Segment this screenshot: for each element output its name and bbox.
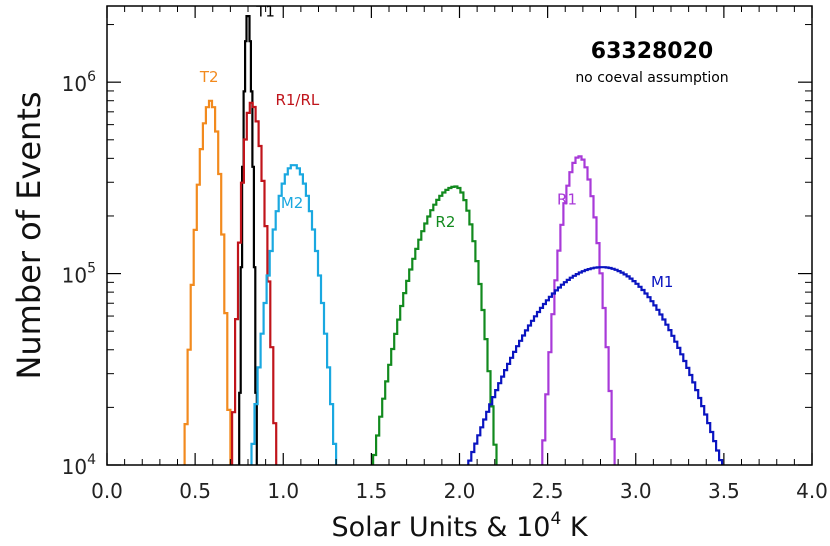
series-r1-curve	[541, 155, 616, 465]
x-tick-label: 0.0	[91, 479, 123, 503]
x-tick-label: 3.0	[620, 479, 652, 503]
figure-note-annotation: no coeval assumption	[575, 70, 728, 86]
x-tick-label: 4.0	[796, 479, 828, 503]
series-t2-curve	[183, 99, 232, 465]
series-label: T1	[255, 3, 275, 21]
ticks-layer: 0.0 0.5 1.0 1.5 2.0 2.5 3.0 3.5 4.0 104 105 106	[62, 6, 828, 503]
series-m2-curve	[250, 164, 338, 465]
series-label: T2	[199, 68, 219, 86]
series-r2-curve	[372, 185, 498, 465]
series-label: M1	[651, 273, 674, 291]
labels-layer: T1 T2 R1/RL M2 R2 R1 M1	[199, 3, 674, 291]
x-axis-title: Solar Units & 104 K	[331, 509, 588, 543]
y-tick-label: 105	[62, 261, 96, 288]
x-tick-label: 0.5	[179, 479, 211, 503]
series-label: R2	[435, 213, 455, 231]
series-layer	[183, 15, 724, 465]
y-tick-label: 106	[62, 69, 96, 96]
series-t1-curve	[238, 15, 258, 465]
y-tick-label: 104	[62, 452, 96, 479]
x-tick-label: 1.5	[355, 479, 387, 503]
series-r1-rl-curve	[231, 101, 278, 465]
figure-id-annotation: 63328020	[591, 39, 713, 64]
x-tick-label: 3.5	[708, 479, 740, 503]
series-label: M2	[281, 194, 304, 212]
series-label: R1	[557, 190, 577, 208]
x-tick-label: 2.0	[444, 479, 476, 503]
series-m1-curve	[467, 266, 724, 465]
series-label: R1/RL	[275, 91, 319, 109]
y-axis-title: Number of Events	[10, 91, 48, 379]
x-tick-label: 2.5	[532, 479, 564, 503]
x-tick-label: 1.0	[267, 479, 299, 503]
plot-frame	[106, 5, 813, 466]
